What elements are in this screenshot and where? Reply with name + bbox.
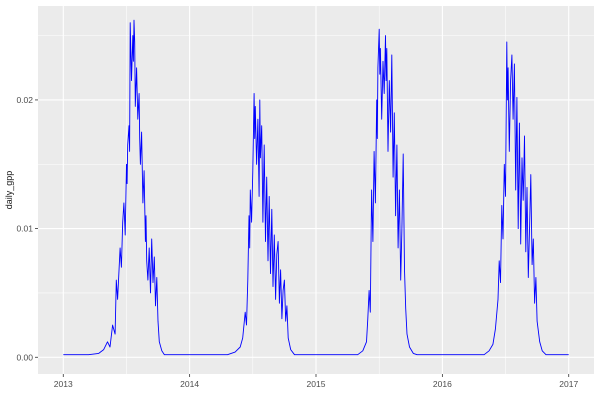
x-tick-label: 2013 — [54, 379, 73, 389]
x-tick-label: 2015 — [307, 379, 326, 389]
y-tick-label: 0.00 — [16, 352, 33, 362]
x-tick-label: 2017 — [559, 379, 578, 389]
y-axis-title: daily_gpp — [4, 170, 14, 210]
x-tick-label: 2016 — [433, 379, 452, 389]
x-tick-label: 2014 — [180, 379, 199, 389]
series-line — [63, 19, 569, 356]
y-tick-label: 0.02 — [16, 95, 33, 105]
y-tick-label: 0.01 — [16, 224, 33, 234]
